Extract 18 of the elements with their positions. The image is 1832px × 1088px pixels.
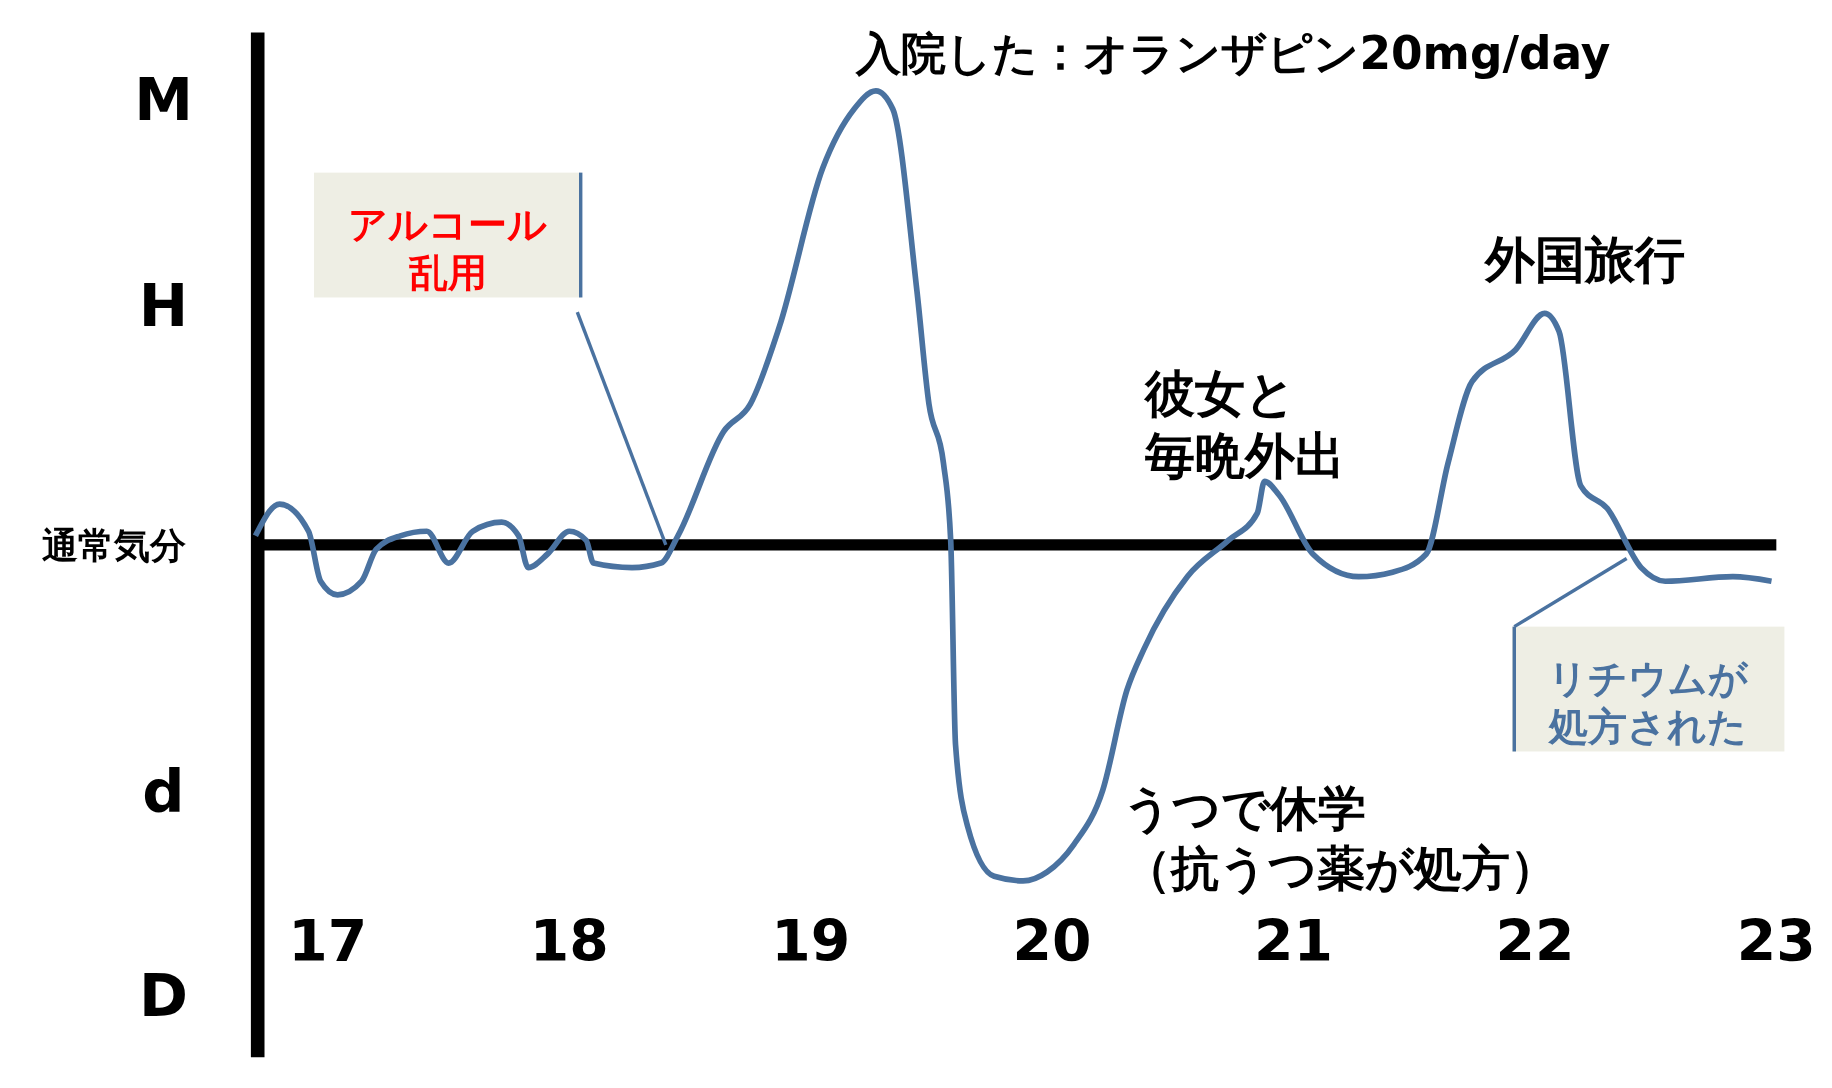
x-tick-label: 22: [1495, 908, 1575, 975]
x-tick-label: 19: [771, 908, 851, 975]
annotation: 彼女と毎晩外出: [1143, 364, 1346, 486]
text: H: [138, 270, 189, 340]
annotation: 外国旅行: [1483, 231, 1686, 290]
text: 通常気分: [41, 523, 186, 567]
text: d: [142, 756, 185, 826]
x-tick-label: 20: [1012, 908, 1092, 975]
annotation: うつで休学（抗うつ薬が処方）: [1123, 780, 1559, 896]
annotation: リチウムが処方された: [1547, 655, 1750, 749]
annotation: 入院した：オランザピン20mg/day: [855, 26, 1611, 80]
annotation: アルコール乱用: [348, 201, 548, 295]
x-tick-label: 17: [288, 908, 368, 975]
x-tick-label: 21: [1254, 908, 1333, 975]
x-tick-label: 18: [529, 908, 609, 975]
text: D: [138, 961, 188, 1030]
text: M: [134, 64, 193, 134]
x-tick-label: 23: [1736, 908, 1816, 975]
